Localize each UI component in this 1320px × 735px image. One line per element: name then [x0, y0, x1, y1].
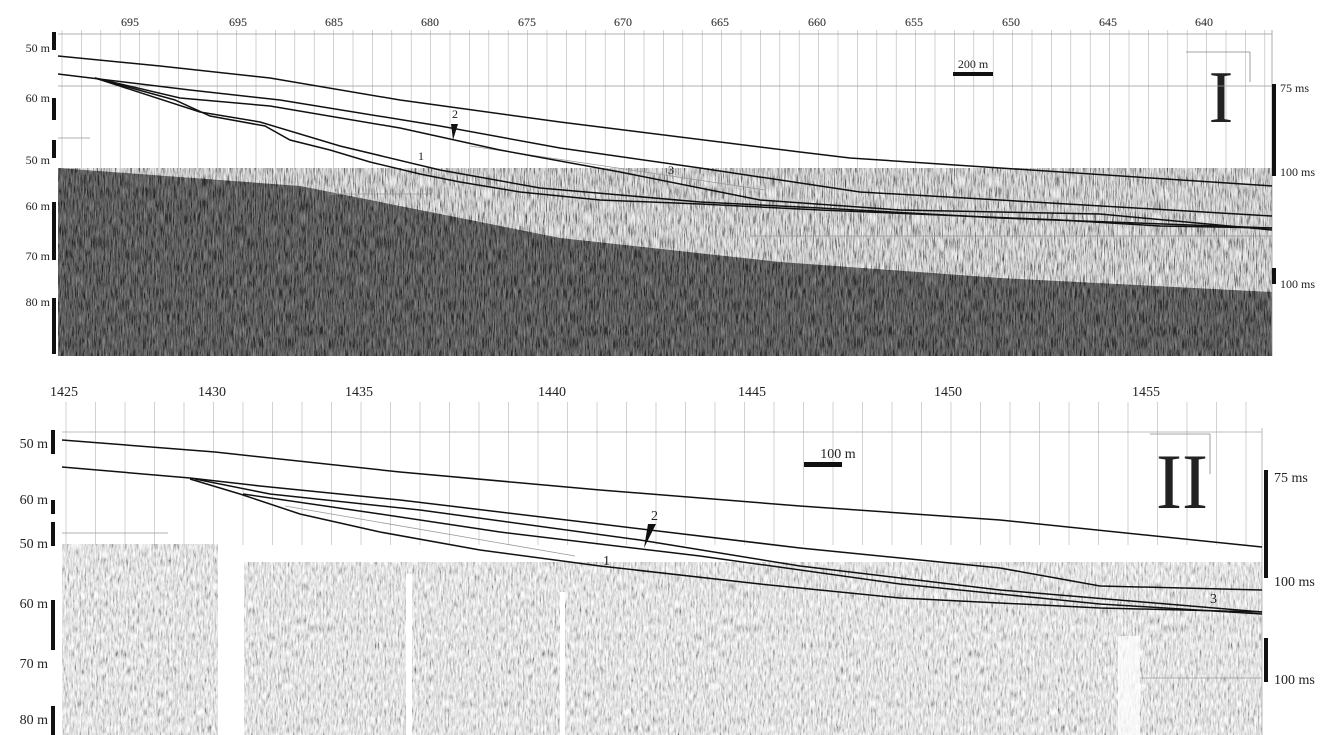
depth-label: 70 m	[26, 249, 51, 263]
tick-label: 670	[614, 15, 632, 29]
depth-label: 50 m	[26, 41, 51, 55]
panel-numeral: II	[1156, 438, 1208, 525]
vertical-grid-lines	[65, 402, 1247, 545]
top-axis-labels: 1425 1430 1435 1440 1445 1450 1455	[50, 385, 1160, 400]
tick-label: 685	[325, 15, 343, 29]
depth-label: 80 m	[26, 295, 51, 309]
depth-label: 60 m	[20, 493, 49, 508]
time-scale-top: 75 ms 100 ms 100 ms	[1272, 81, 1315, 291]
profile-panel-one: 695 695 685 680 675 670 665 660 655 650 …	[26, 15, 1315, 356]
tick-label: 1445	[738, 385, 766, 400]
horizon-lines-top	[57, 55, 1273, 231]
depth-scale-top: 50 m 60 m 50 m 60 m 70 m 80 m	[26, 32, 56, 354]
tick-label: 1450	[934, 385, 962, 400]
scale-bar-top: 200 m	[953, 57, 993, 76]
horizon-label: 1	[603, 554, 610, 569]
seismic-record-bottom	[62, 544, 1262, 735]
scale-bar-bottom: 100 m	[804, 447, 856, 467]
seismic-record-top	[58, 168, 1272, 356]
tick-label: 655	[905, 15, 923, 29]
guide-lines-bottom	[62, 505, 1262, 679]
top-axis-labels: 695 695 685 680 675 670 665 660 655 650 …	[121, 15, 1213, 29]
depth-scale-bottom: 50 m 60 m 50 m 60 m 70 m 80 m	[20, 430, 55, 735]
time-label: 75 ms	[1280, 81, 1309, 95]
time-label: 100 ms	[1280, 277, 1315, 291]
tick-label: 695	[121, 15, 139, 29]
depth-label: 50 m	[20, 537, 49, 552]
tick-label: 680	[421, 15, 439, 29]
tick-label: 1455	[1132, 385, 1160, 400]
horizon-label: 1	[418, 149, 424, 163]
tick-label: 675	[518, 15, 536, 29]
time-label: 100 ms	[1280, 165, 1315, 179]
profile-panel-two: 1425 1430 1435 1440 1445 1450 1455 50 m …	[20, 385, 1315, 735]
time-scale-bottom: 75 ms 100 ms 100 ms	[1264, 470, 1315, 688]
horizon-annotations-bottom: 1 2 3	[603, 509, 1217, 607]
tick-label: 650	[1002, 15, 1020, 29]
depth-label: 60 m	[26, 91, 51, 105]
scale-bar-label: 100 m	[820, 447, 856, 462]
tick-label: 695	[229, 15, 247, 29]
tick-label: 645	[1099, 15, 1117, 29]
depth-label: 60 m	[20, 597, 49, 612]
tick-label: 665	[711, 15, 729, 29]
tick-label: 660	[808, 15, 826, 29]
tick-label: 1440	[538, 385, 566, 400]
time-label: 100 ms	[1274, 673, 1315, 688]
tick-label: 1430	[198, 385, 226, 400]
scale-bar-label: 200 m	[958, 57, 989, 71]
tick-label: 1435	[345, 385, 373, 400]
depth-label: 50 m	[20, 437, 49, 452]
tick-label: 1425	[50, 385, 78, 400]
horizon-label: 3	[1210, 592, 1217, 607]
time-label: 75 ms	[1274, 471, 1308, 486]
horizon-label: 2	[452, 107, 458, 121]
depth-label: 60 m	[26, 199, 51, 213]
depth-label: 80 m	[20, 713, 49, 728]
time-label: 100 ms	[1274, 575, 1315, 590]
horizon-label: 2	[651, 509, 658, 524]
horizon-label: 3	[668, 163, 674, 177]
depth-label: 50 m	[26, 153, 51, 167]
panel-numeral: I	[1209, 57, 1234, 139]
depth-label: 70 m	[20, 657, 49, 672]
tick-label: 640	[1195, 15, 1213, 29]
vertical-grid-lines	[61, 30, 1266, 180]
horizon-annotations-top: 1 2 3	[418, 107, 674, 177]
horizon-lines-bottom	[61, 439, 1263, 615]
